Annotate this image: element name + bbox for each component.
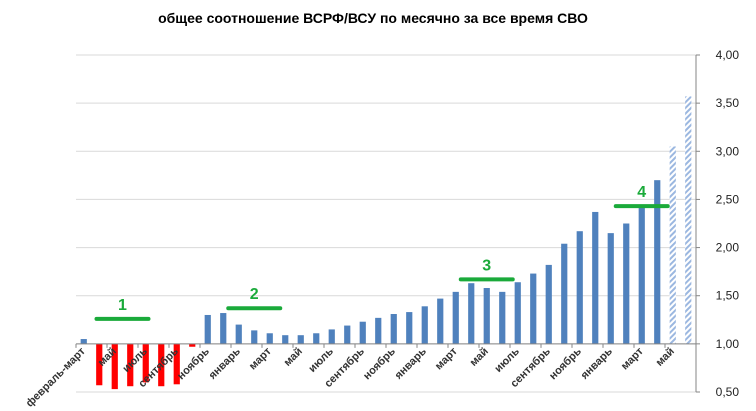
bar	[282, 335, 289, 344]
bar	[545, 264, 552, 344]
bar	[499, 291, 506, 344]
bar	[421, 306, 428, 344]
grid-lines	[76, 54, 696, 393]
x-tick-label: июль	[492, 345, 522, 375]
bar	[80, 339, 87, 344]
bar	[173, 343, 180, 385]
annotation-label: 2	[250, 286, 259, 303]
annotation-label: 4	[637, 184, 646, 201]
x-tick-label: февраль-март	[24, 345, 89, 410]
y-tick-label: 4,00	[716, 48, 740, 62]
annotation-label: 3	[482, 257, 491, 274]
bar	[685, 96, 692, 344]
bar	[142, 343, 149, 383]
bar	[344, 325, 351, 344]
y-tick-label: 2,00	[716, 241, 740, 255]
bar	[313, 333, 320, 344]
y-tick-labels: 0,50 1,00 1,50 2,00 2,50 3,00 3,50 4,00	[716, 48, 740, 399]
bar	[483, 288, 490, 344]
bar	[127, 343, 134, 387]
bar	[328, 329, 335, 344]
bar	[266, 333, 273, 344]
x-tick-label: март	[619, 345, 646, 372]
baseline	[75, 343, 697, 348]
bar	[592, 211, 599, 344]
bar	[111, 343, 118, 390]
annotations: 1 2 3 4	[94, 184, 670, 321]
bar	[297, 335, 304, 344]
bar	[452, 291, 459, 344]
bar	[623, 223, 630, 344]
x-tick-label: ноябрь	[175, 345, 212, 382]
x-tick-label: май	[654, 345, 677, 368]
annotation-label: 1	[118, 297, 127, 314]
bar	[220, 313, 227, 344]
x-tick-label: март	[433, 345, 460, 372]
y-tick-label: 2,50	[716, 192, 740, 206]
bar	[638, 205, 645, 344]
y-tick-label: 1,00	[716, 337, 740, 351]
bar	[96, 343, 103, 386]
x-tick-label: ноябрь	[547, 345, 584, 382]
x-tick-label: июль	[306, 345, 336, 375]
bar	[654, 180, 661, 344]
y-tick-label: 0,50	[716, 385, 740, 399]
bar	[669, 146, 676, 344]
x-tick-label: май	[468, 345, 491, 368]
x-tick-label: май	[282, 345, 305, 368]
chart-title: общее соотношение ВСРФ/ВСУ по месячно за…	[158, 10, 588, 26]
axes	[695, 54, 700, 393]
bars	[80, 96, 692, 390]
y-tick-label: 1,50	[716, 289, 740, 303]
y-tick-label: 3,50	[716, 96, 740, 110]
bar	[576, 231, 583, 344]
bar	[375, 317, 382, 344]
bar	[189, 343, 196, 347]
x-tick-label: январь	[207, 345, 243, 381]
bar	[204, 314, 211, 344]
bar	[390, 314, 397, 344]
bar	[530, 273, 537, 344]
bar	[158, 343, 165, 387]
bar	[359, 321, 366, 344]
y-tick-label: 3,00	[716, 144, 740, 158]
bar	[437, 298, 444, 344]
x-tick-label: январь	[579, 345, 615, 381]
bar	[607, 233, 614, 344]
bar	[561, 243, 568, 344]
bar	[514, 282, 521, 344]
x-tick-label: январь	[393, 345, 429, 381]
bar	[235, 324, 242, 344]
x-tick-label: ноябрь	[361, 345, 398, 382]
bar	[406, 312, 413, 344]
bar	[251, 330, 258, 344]
x-tick-label: март	[247, 345, 274, 372]
bar	[468, 283, 475, 344]
